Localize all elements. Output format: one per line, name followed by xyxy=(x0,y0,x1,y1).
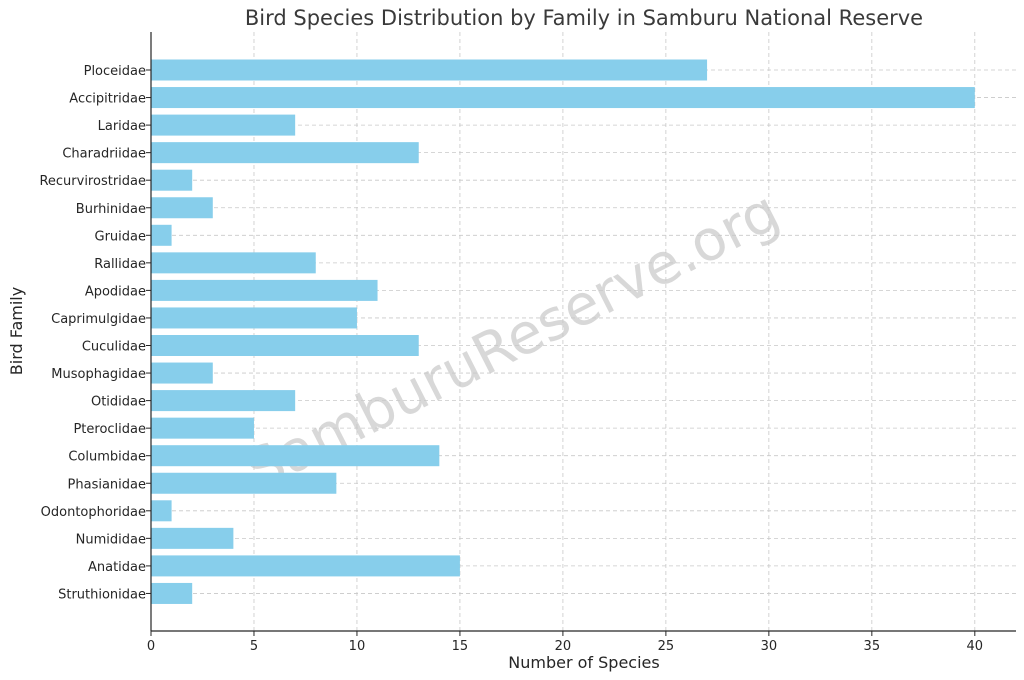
x-tick-label: 40 xyxy=(967,639,984,654)
y-tick-label: Ploceidae xyxy=(84,64,146,79)
chart-title: Bird Species Distribution by Family in S… xyxy=(245,6,923,30)
bars xyxy=(151,59,975,604)
x-tick-label: 15 xyxy=(452,639,469,654)
y-tick-label: Apodidae xyxy=(85,284,146,299)
x-axis-label: Number of Species xyxy=(508,653,659,672)
y-tick-label: Charadriidae xyxy=(62,147,146,162)
y-tick-label: Caprimulgidae xyxy=(51,312,146,327)
x-tick-label: 30 xyxy=(761,639,778,654)
bar xyxy=(151,142,419,164)
y-tick-label: Burhinidae xyxy=(76,202,146,217)
x-tick-label: 10 xyxy=(349,639,366,654)
bar xyxy=(151,197,213,219)
bar xyxy=(151,362,213,384)
y-tick-label: Accipitridae xyxy=(69,92,146,107)
bar xyxy=(151,390,296,412)
x-tick-label: 35 xyxy=(864,639,881,654)
bar xyxy=(151,87,975,109)
y-tick-label: Otididae xyxy=(91,395,146,410)
y-tick-label: Laridae xyxy=(98,119,146,134)
bar xyxy=(151,527,234,549)
y-tick-label: Odontophoridae xyxy=(41,505,146,520)
bar xyxy=(151,224,172,246)
y-tick-label: Phasianidae xyxy=(68,477,146,492)
x-axis-ticks: 0 5 10 15 20 25 30 35 40 xyxy=(147,631,983,654)
y-tick-label: Cuculidae xyxy=(82,340,146,355)
bar xyxy=(151,582,193,604)
y-tick-label: Columbidae xyxy=(68,450,146,465)
bar xyxy=(151,445,440,467)
bar xyxy=(151,472,337,494)
x-tick-label: 0 xyxy=(147,639,155,654)
bar xyxy=(151,169,193,191)
bar xyxy=(151,252,316,274)
y-tick-label: Struthionidae xyxy=(58,587,146,602)
bar xyxy=(151,279,378,301)
x-tick-label: 5 xyxy=(250,639,258,654)
y-tick-label: Anatidae xyxy=(88,560,146,575)
y-tick-label: Recurvirostridae xyxy=(39,174,146,189)
bar xyxy=(151,59,708,81)
bar xyxy=(151,307,357,329)
y-tick-label: Musophagidae xyxy=(51,367,146,382)
y-tick-label: Gruidae xyxy=(95,229,147,244)
bar xyxy=(151,500,172,522)
y-tick-label: Numididae xyxy=(76,532,146,547)
x-tick-label: 20 xyxy=(555,639,572,654)
y-axis-ticks: Ploceidae Accipitridae Laridae Charadriidae… xyxy=(39,64,151,602)
y-axis-label: Bird Family xyxy=(7,287,26,375)
bar xyxy=(151,335,419,356)
y-tick-label: Pteroclidae xyxy=(73,422,146,437)
bar xyxy=(151,417,254,439)
bar xyxy=(151,555,460,577)
bar xyxy=(151,114,296,136)
y-tick-label: Rallidae xyxy=(94,257,146,272)
x-tick-label: 25 xyxy=(658,639,675,654)
